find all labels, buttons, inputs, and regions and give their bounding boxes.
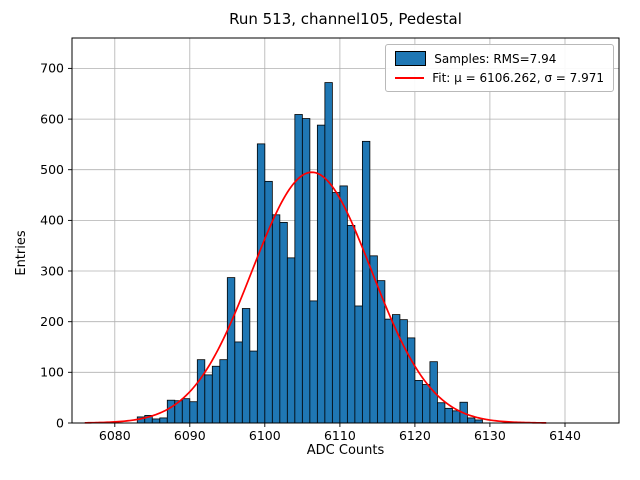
legend-entry-fit: Fit: μ = 6106.262, σ = 7.971 xyxy=(395,71,604,85)
histogram-bar xyxy=(452,410,461,424)
legend: Samples: RMS=7.94 Fit: μ = 6106.262, σ =… xyxy=(385,44,614,92)
y-tick-label: 400 xyxy=(40,213,64,228)
histogram-bar xyxy=(151,418,161,424)
histogram-bar xyxy=(286,257,296,424)
histogram-bar xyxy=(346,225,356,424)
legend-fit-swatch xyxy=(395,77,425,79)
histogram-bar xyxy=(316,124,326,424)
legend-fit-label: Fit: μ = 6106.262, σ = 7.971 xyxy=(432,71,604,85)
x-tick-label: 6080 xyxy=(99,428,131,443)
histogram-bar xyxy=(324,82,333,424)
histogram-bar xyxy=(211,365,221,424)
y-tick-label: 300 xyxy=(40,263,64,278)
chart-title: Run 513, channel105, Pedestal xyxy=(229,10,462,28)
x-tick-label: 6100 xyxy=(249,428,281,443)
x-tick-label: 6140 xyxy=(549,428,581,443)
histogram-bar xyxy=(189,401,198,424)
histogram-bar xyxy=(226,277,236,424)
y-axis-label: Entries xyxy=(14,230,29,276)
histogram-bar xyxy=(271,214,281,424)
histogram-bar xyxy=(181,398,191,424)
y-tick-label: 700 xyxy=(40,61,64,76)
histogram-bar xyxy=(264,180,273,424)
x-axis-label: ADC Counts xyxy=(306,443,385,458)
axes-spines xyxy=(71,37,620,424)
y-tick-label: 600 xyxy=(40,111,64,126)
y-tick-label: 0 xyxy=(56,415,64,430)
x-tick-label: 6130 xyxy=(474,428,506,443)
histogram-bar xyxy=(166,399,176,424)
histogram-bar xyxy=(414,380,423,424)
legend-samples-label: Samples: RMS=7.94 xyxy=(434,51,557,66)
y-tick-label: 500 xyxy=(40,162,64,177)
histogram-bar xyxy=(219,359,228,424)
histogram-bar xyxy=(204,374,213,424)
x-tick-label: 6110 xyxy=(324,428,356,443)
histogram-bar xyxy=(422,384,431,424)
histogram-bar xyxy=(444,407,453,424)
x-tick-label: 6120 xyxy=(399,428,431,443)
histogram-bar xyxy=(406,337,416,424)
y-tick-label: 100 xyxy=(40,365,64,380)
histogram-bar xyxy=(234,341,243,424)
histogram-bar xyxy=(279,221,288,424)
histogram-bar xyxy=(309,300,318,424)
histogram-bar xyxy=(294,114,303,424)
histogram-bar xyxy=(196,359,206,424)
histogram-bar xyxy=(301,118,311,424)
histogram-bar xyxy=(361,140,371,424)
histogram-bar xyxy=(384,318,393,424)
fit-curve xyxy=(84,171,547,424)
histogram-bar xyxy=(399,319,408,424)
histogram-bar xyxy=(241,308,251,424)
legend-entry-samples: Samples: RMS=7.94 xyxy=(395,51,604,66)
histogram-bar xyxy=(437,402,446,424)
legend-samples-swatch xyxy=(395,51,427,66)
histogram-bar xyxy=(467,417,476,424)
histogram-bar xyxy=(354,305,363,424)
histogram-bar xyxy=(159,417,168,424)
histogram-bar xyxy=(331,192,341,424)
histogram-bar xyxy=(249,350,258,424)
x-tick-label: 6090 xyxy=(174,428,206,443)
histogram-bar xyxy=(339,185,348,424)
y-tick-label: 200 xyxy=(40,314,64,329)
histogram-bar xyxy=(256,143,266,424)
